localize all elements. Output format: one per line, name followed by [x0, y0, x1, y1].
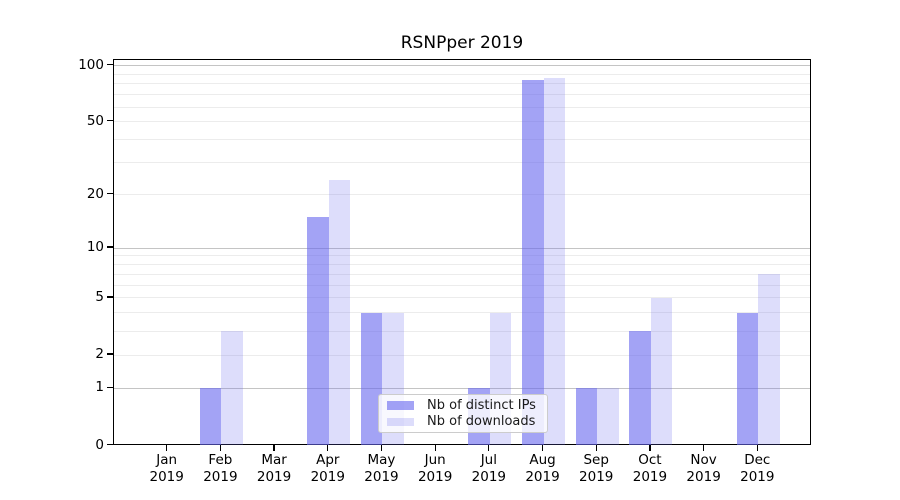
x-axis-tick	[649, 445, 651, 451]
x-axis-tick	[166, 445, 168, 451]
y-axis-tick	[106, 63, 113, 66]
legend-label: Nb of distinct IPs	[427, 397, 536, 413]
bar-distinct-ips	[199, 388, 222, 446]
x-axis-tick	[434, 445, 436, 451]
legend-entry: Nb of downloads	[387, 414, 539, 429]
major-gridline	[114, 65, 810, 67]
minor-gridline	[114, 194, 810, 196]
x-tick-label: Jul 2019	[471, 452, 507, 485]
y-tick-label: 1	[95, 379, 104, 396]
minor-gridline	[114, 94, 810, 96]
minor-gridline	[114, 162, 810, 164]
bar-downloads	[597, 388, 619, 446]
major-gridline	[114, 247, 810, 249]
y-tick-label: 2	[95, 346, 104, 363]
bar-downloads	[543, 77, 566, 446]
y-axis-tick	[106, 246, 113, 248]
bar-distinct-ips	[575, 388, 598, 446]
y-tick-label: 20	[86, 185, 104, 202]
y-axis-tick	[106, 386, 113, 389]
y-tick-label: 100	[78, 56, 104, 73]
y-axis-tick	[106, 120, 113, 122]
minor-gridline	[114, 312, 810, 314]
minor-gridline	[114, 297, 810, 299]
bar-downloads	[650, 297, 673, 446]
x-tick-label: Oct 2019	[632, 452, 668, 485]
legend-label: Nb of downloads	[427, 414, 536, 430]
x-tick-label: May 2019	[364, 452, 399, 485]
bar-distinct-ips	[736, 312, 759, 446]
legend-entry: Nb of distinct IPs	[387, 398, 539, 413]
x-tick-label: Jun 2019	[417, 452, 453, 485]
x-axis-tick	[488, 445, 490, 451]
bar-distinct-ips	[522, 79, 544, 446]
y-axis-tick	[106, 443, 113, 446]
x-axis-tick	[756, 445, 758, 451]
x-axis-tick	[380, 445, 383, 451]
legend: Nb of distinct IPs Nb of downloads	[378, 394, 548, 433]
x-tick-label: Apr 2019	[310, 452, 345, 485]
y-tick-label: 5	[95, 288, 104, 305]
y-tick-label: 50	[86, 112, 104, 129]
minor-gridline	[114, 354, 810, 356]
y-tick-label: 0	[95, 436, 104, 453]
plot-area	[113, 59, 811, 446]
x-axis-tick	[541, 445, 544, 451]
minor-gridline	[114, 73, 810, 75]
x-tick-label: Sep 2019	[579, 452, 614, 485]
x-tick-label: Mar 2019	[256, 452, 292, 485]
chart-title: RSNPper 2019	[400, 33, 524, 53]
x-tick-label: Aug 2019	[525, 452, 560, 485]
legend-swatch	[387, 417, 414, 426]
x-axis-tick	[219, 445, 221, 451]
x-tick-label: Dec 2019	[740, 452, 775, 485]
minor-gridline	[114, 330, 810, 332]
bar-distinct-ips	[360, 312, 383, 446]
y-axis-tick	[106, 353, 113, 355]
minor-gridline	[114, 255, 810, 257]
bar-downloads	[328, 180, 351, 446]
minor-gridline	[114, 273, 810, 275]
minor-gridline	[114, 121, 810, 123]
x-axis-tick	[273, 445, 275, 451]
minor-gridline	[114, 264, 810, 266]
y-axis-tick	[106, 296, 113, 298]
bar-distinct-ips	[307, 217, 329, 446]
minor-gridline	[114, 139, 810, 141]
minor-gridline	[114, 106, 810, 108]
x-tick-label: Feb 2019	[203, 452, 238, 485]
y-tick-label: 10	[86, 239, 104, 256]
x-axis-tick	[327, 445, 329, 451]
major-gridline	[114, 387, 810, 389]
x-tick-label: Jan 2019	[149, 452, 184, 485]
bar-downloads	[221, 331, 243, 446]
bar-distinct-ips	[629, 331, 651, 446]
minor-gridline	[114, 83, 810, 85]
x-tick-label: Nov 2019	[686, 452, 721, 485]
minor-gridline	[114, 284, 810, 286]
x-axis-tick	[595, 445, 597, 451]
x-axis-tick	[703, 445, 705, 451]
legend-swatch	[387, 401, 414, 410]
bar-downloads	[758, 274, 780, 446]
y-axis-tick	[106, 193, 113, 195]
